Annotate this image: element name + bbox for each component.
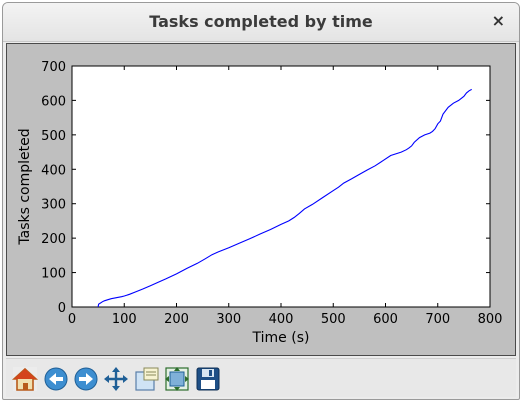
plot-area	[71, 65, 491, 308]
x-tick-label: 200	[164, 312, 189, 327]
figure-canvas[interactable]: 0 100 200 300 400 500 600 700 800 0 100 200 300 400 50…	[6, 43, 516, 356]
series-line-tasks-completed	[97, 88, 472, 308]
y-tick-label: 300	[41, 198, 66, 213]
x-tick-label: 700	[425, 312, 450, 327]
y-axis-label: Tasks completed	[17, 128, 33, 245]
y-tick-label: 0	[58, 301, 66, 316]
x-tick-label: 400	[269, 312, 294, 327]
zoom-button[interactable]	[133, 365, 161, 393]
save-button[interactable]	[194, 365, 222, 393]
forward-arrow-icon	[74, 367, 98, 391]
back-arrow-icon	[44, 367, 68, 391]
subplots-config-icon	[165, 367, 189, 391]
window-title: Tasks completed by time	[149, 12, 373, 31]
x-tick-label: 500	[321, 312, 346, 327]
zoom-rect-icon	[135, 367, 159, 391]
x-tick-label: 800	[478, 312, 503, 327]
floppy-save-icon	[196, 367, 220, 391]
x-tick-label: 300	[216, 312, 241, 327]
x-tick-label: 600	[373, 312, 398, 327]
back-button[interactable]	[42, 365, 70, 393]
y-tick-label: 400	[41, 163, 66, 178]
home-button[interactable]	[11, 365, 39, 393]
line-chart: 0 100 200 300 400 500 600 700 800 0 100 200 300 400 50…	[17, 60, 503, 346]
subplots-button[interactable]	[163, 365, 191, 393]
title-bar[interactable]: Tasks completed by time ×	[3, 3, 519, 42]
y-tick-label: 500	[41, 129, 66, 144]
y-tick-label: 600	[41, 94, 66, 109]
y-tick-label: 100	[41, 267, 66, 282]
x-axis-label: Time (s)	[252, 330, 310, 346]
navigation-toolbar	[6, 358, 516, 397]
close-icon[interactable]: ×	[491, 11, 505, 30]
forward-button[interactable]	[72, 365, 100, 393]
y-tick-label: 200	[41, 232, 66, 247]
y-tick-label: 700	[41, 60, 66, 75]
home-icon	[11, 367, 39, 391]
pan-button[interactable]	[102, 365, 130, 393]
pan-move-icon	[104, 367, 128, 391]
x-tick-label: 0	[68, 312, 76, 327]
x-tick-label: 100	[112, 312, 137, 327]
